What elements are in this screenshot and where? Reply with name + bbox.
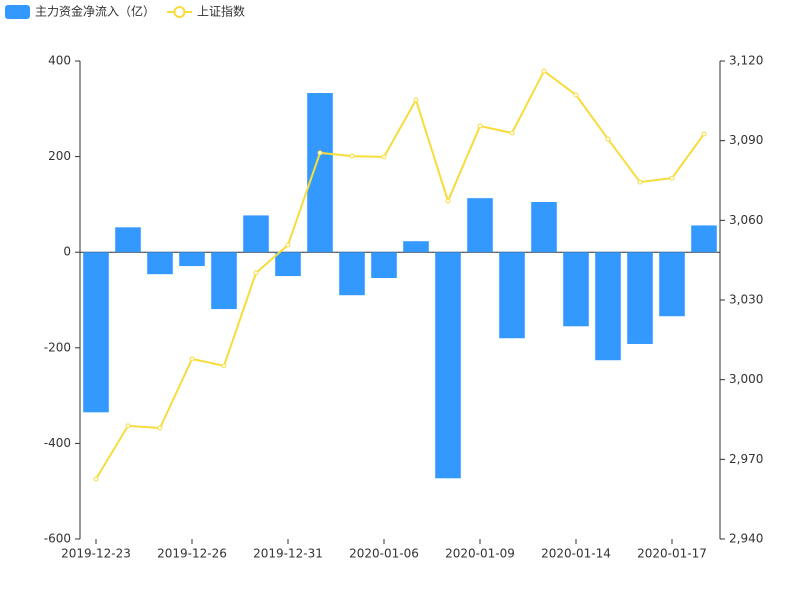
line-point	[669, 175, 675, 181]
line-point	[253, 270, 259, 276]
bar	[691, 225, 717, 253]
bar	[243, 215, 269, 253]
line-point	[317, 150, 323, 156]
y-tick-label: 0	[63, 245, 71, 259]
legend-swatch	[173, 6, 186, 18]
line-point	[509, 130, 515, 136]
line-point	[125, 423, 131, 429]
line-point	[605, 136, 611, 142]
y2-tick-label: 3,030	[729, 293, 763, 307]
y-tick-label: -200	[44, 340, 71, 354]
bar	[115, 227, 141, 253]
bar	[435, 252, 461, 479]
y-tick-label: 400	[48, 54, 71, 68]
x-tick-label: 2019-12-31	[253, 547, 323, 561]
legend-swatch	[5, 5, 30, 19]
line-point	[157, 425, 163, 431]
y2-tick-label: 3,120	[729, 54, 763, 68]
bar	[339, 252, 365, 296]
line-point	[477, 123, 483, 129]
bar	[627, 252, 653, 344]
line-point	[93, 476, 99, 482]
x-tick-label: 2019-12-23	[61, 547, 131, 561]
y2-tick-label: 3,000	[729, 372, 763, 386]
y2-tick-label: 3,060	[729, 213, 763, 227]
x-tick-label: 2020-01-09	[445, 547, 515, 561]
x-tick-label: 2020-01-14	[541, 547, 611, 561]
legend-label: 上证指数	[197, 4, 245, 19]
line-point	[445, 198, 451, 204]
line-point	[221, 363, 227, 369]
line-point	[381, 154, 387, 160]
bar	[275, 252, 301, 277]
line-point	[701, 131, 707, 137]
bar	[211, 252, 237, 310]
line-point	[285, 242, 291, 248]
y-tick-label: -600	[44, 532, 71, 546]
bar	[531, 202, 557, 253]
x-tick-label: 2019-12-26	[157, 547, 227, 561]
y2-tick-label: 2,970	[729, 452, 763, 466]
bar	[467, 198, 493, 253]
line	[95, 69, 705, 480]
x-tick-label: 2020-01-17	[637, 547, 707, 561]
bar	[403, 241, 429, 253]
bar	[147, 252, 173, 275]
bar	[371, 252, 397, 279]
line-point	[413, 97, 419, 103]
bar	[659, 252, 685, 317]
legend-label: 主力资金净流入（亿）	[35, 4, 155, 19]
line-point	[349, 153, 355, 159]
y-tick-label: 200	[48, 149, 71, 163]
bar	[179, 252, 205, 267]
bar	[499, 252, 525, 339]
bar	[307, 93, 333, 253]
y2-tick-label: 3,090	[729, 133, 763, 147]
y-tick-label: -400	[44, 436, 71, 450]
bar	[595, 252, 621, 361]
bar	[83, 252, 109, 413]
bar	[563, 252, 589, 327]
x-tick-label: 2020-01-06	[349, 547, 419, 561]
y2-tick-label: 2,940	[729, 532, 763, 546]
line-point	[189, 356, 195, 362]
line-point	[573, 92, 579, 98]
line-point	[637, 179, 643, 185]
line-point	[541, 68, 547, 74]
